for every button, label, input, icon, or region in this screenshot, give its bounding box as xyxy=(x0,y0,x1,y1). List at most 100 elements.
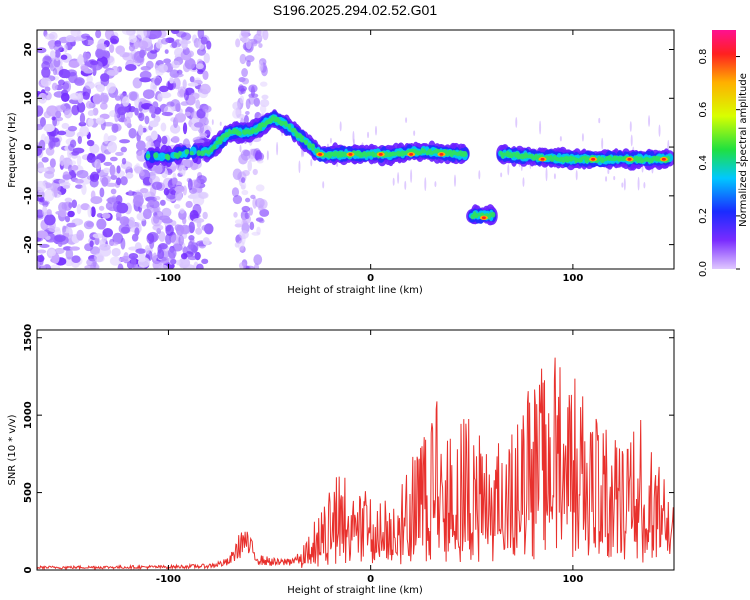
noise-blob xyxy=(40,77,52,87)
noise-blob xyxy=(158,231,166,243)
signal-blob xyxy=(299,135,305,140)
noise-blob xyxy=(49,50,56,59)
noise-blob xyxy=(182,216,187,225)
noise-blob xyxy=(188,240,194,250)
noise-blob xyxy=(137,124,144,136)
noise-blob xyxy=(251,41,258,47)
noise-blob xyxy=(59,154,65,166)
noise-blob xyxy=(43,123,55,133)
noise-blob xyxy=(139,77,152,83)
noise-blob xyxy=(258,60,264,72)
signal-hotspot-core xyxy=(318,152,323,156)
noise-blob xyxy=(80,203,90,211)
noise-blob xyxy=(65,215,71,223)
noise-blob xyxy=(100,143,107,154)
noise-blob xyxy=(148,120,159,128)
noise-blob xyxy=(68,60,80,68)
snr-x-axis-label: Height of straight line (km) xyxy=(287,585,423,596)
snr-y-ticks: 0 500 1000 1500 xyxy=(23,324,674,573)
noise-blob xyxy=(195,99,201,110)
noise-blob xyxy=(114,95,121,101)
noise-blob xyxy=(62,174,72,180)
noise-blob xyxy=(109,156,118,162)
noise-streak xyxy=(575,170,578,181)
noise-blob xyxy=(160,256,170,265)
noise-blob xyxy=(106,69,119,76)
noise-streak xyxy=(211,119,214,126)
signal-blob xyxy=(656,156,662,162)
noise-blob xyxy=(55,110,62,119)
noise-blob xyxy=(137,257,150,268)
noise-blob xyxy=(53,186,58,198)
noise-blob xyxy=(87,110,95,117)
signal-hotspot-core xyxy=(378,152,383,156)
noise-blob xyxy=(103,167,110,173)
noise-blob xyxy=(250,194,256,199)
noise-blob xyxy=(150,49,158,54)
noise-blob xyxy=(180,224,190,235)
noise-blob xyxy=(187,82,199,87)
noise-streak xyxy=(397,172,400,184)
noise-blob xyxy=(139,49,146,59)
signal-hotspot-core xyxy=(348,152,353,156)
signal-hotspot-core xyxy=(627,157,632,161)
x-tick-label: -100 xyxy=(156,574,181,585)
noise-streak xyxy=(648,115,651,127)
noise-blob xyxy=(122,52,134,61)
noise-blob xyxy=(128,34,138,44)
x-tick-label: 0 xyxy=(367,574,374,585)
noise-blob xyxy=(41,156,49,163)
signal-blob xyxy=(145,154,151,159)
noise-blob xyxy=(247,160,253,172)
noise-blob xyxy=(121,157,127,165)
y-tick-label: 500 xyxy=(23,482,34,503)
noise-blob xyxy=(37,255,45,263)
noise-blob xyxy=(170,30,180,35)
noise-blob xyxy=(183,89,189,101)
signal-blob xyxy=(213,143,217,150)
noise-blob xyxy=(123,252,129,262)
noise-blob xyxy=(96,212,103,218)
noise-blob xyxy=(192,217,205,224)
noise-blob xyxy=(172,73,184,78)
noise-blob xyxy=(80,65,89,72)
signal-blob xyxy=(284,121,288,128)
noise-blob xyxy=(120,176,128,186)
signal-blob xyxy=(251,127,255,134)
signal-blob xyxy=(299,138,305,143)
noise-blob xyxy=(120,237,126,250)
noise-blob xyxy=(151,163,163,175)
noise-blob xyxy=(240,177,246,184)
noise-blob xyxy=(98,205,105,211)
noise-blob xyxy=(234,219,244,225)
signal-blob xyxy=(600,156,605,162)
noise-blob xyxy=(177,86,186,95)
noise-streak xyxy=(424,177,427,191)
noise-blob xyxy=(37,167,49,172)
signal-blob xyxy=(586,156,590,162)
noise-blob xyxy=(239,53,247,65)
noise-blob xyxy=(99,187,105,198)
noise-blob xyxy=(103,132,109,145)
noise-streak xyxy=(507,164,510,176)
noise-blob xyxy=(71,255,81,264)
noise-blob xyxy=(39,117,46,127)
spectrogram-x-axis-label: Height of straight line (km) xyxy=(287,285,423,296)
noise-blob xyxy=(152,224,164,231)
noise-blob xyxy=(159,199,166,206)
noise-blob xyxy=(202,211,208,220)
noise-blob xyxy=(46,208,52,216)
noise-blob xyxy=(258,43,263,48)
noise-blob xyxy=(171,177,177,186)
noise-blob xyxy=(95,117,105,125)
noise-blob xyxy=(74,179,84,184)
noise-blob xyxy=(238,261,247,269)
noise-blob xyxy=(241,181,247,190)
noise-blob xyxy=(49,264,61,269)
noise-blob xyxy=(239,246,245,252)
noise-blob xyxy=(60,54,68,60)
noise-blob xyxy=(245,55,255,63)
noise-blob xyxy=(233,211,238,218)
noise-blob xyxy=(107,141,118,153)
noise-blob xyxy=(253,254,263,266)
